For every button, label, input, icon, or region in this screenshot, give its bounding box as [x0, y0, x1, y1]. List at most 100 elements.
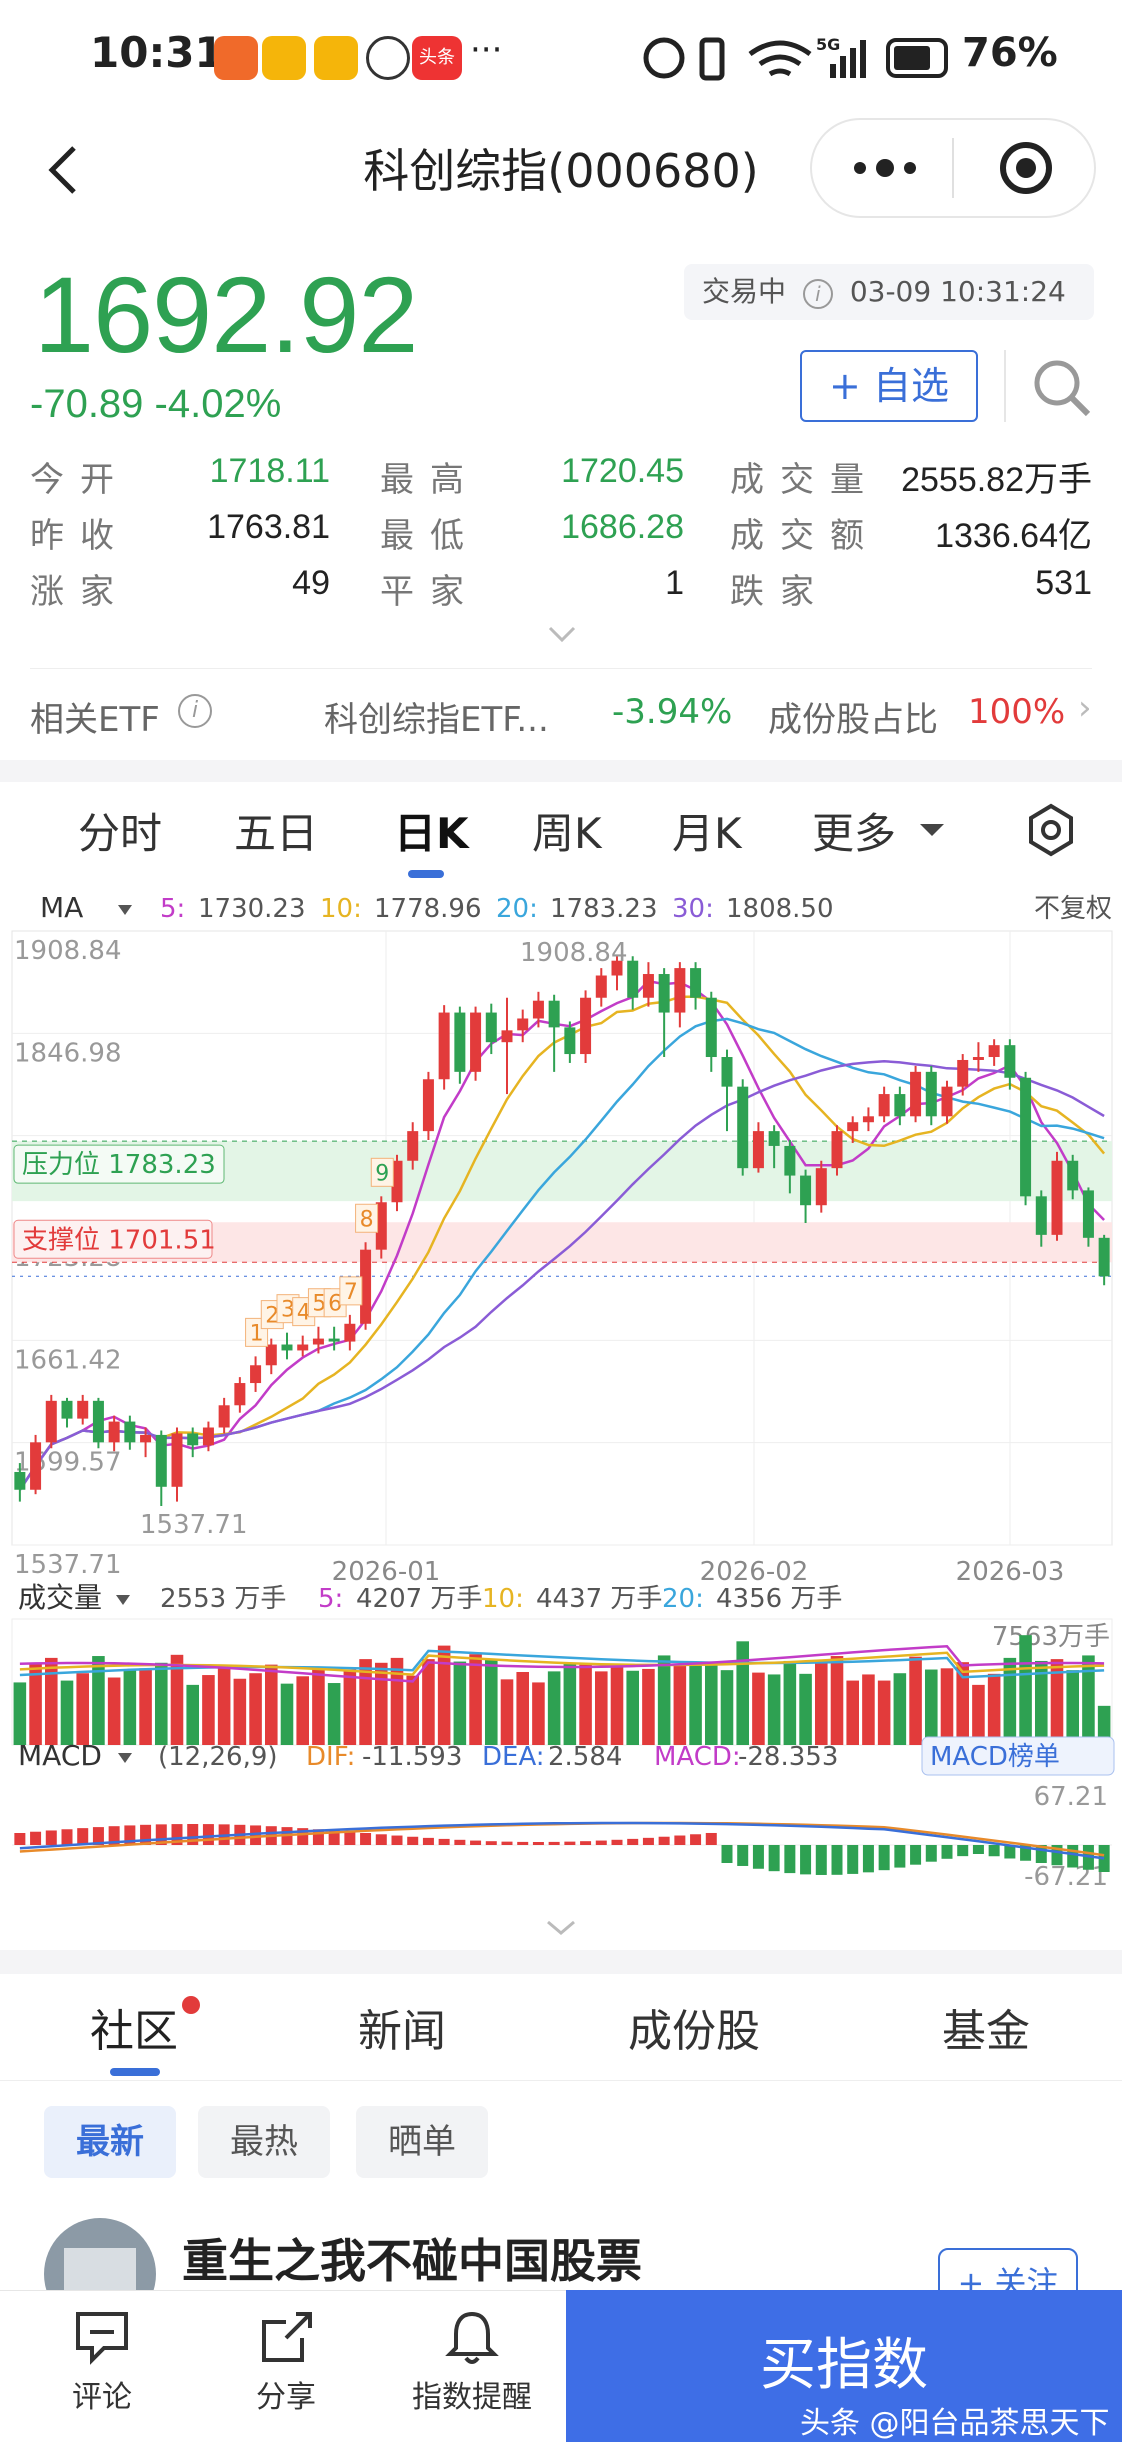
- search-icon[interactable]: [1030, 356, 1094, 420]
- chevron-down-icon[interactable]: [544, 1918, 578, 1938]
- candle: [454, 1007, 465, 1084]
- tab-0[interactable]: 分时: [78, 800, 162, 861]
- chip-1[interactable]: 最热: [198, 2106, 330, 2178]
- macd-bar: [737, 1845, 748, 1866]
- comment-label: 评论: [72, 2380, 132, 2415]
- macd-bar: [486, 1841, 497, 1845]
- macd-macd-label: MACD:: [654, 1742, 741, 1772]
- info-icon[interactable]: i: [178, 694, 212, 728]
- volume-bar: [736, 1641, 749, 1745]
- macd-bar: [392, 1836, 403, 1845]
- tab-5[interactable]: 更多: [812, 800, 896, 861]
- macd-bar: [203, 1824, 214, 1845]
- volume-bar: [61, 1681, 74, 1745]
- high-marker: 1908.84: [520, 938, 628, 968]
- svg-text:7: 7: [344, 1280, 358, 1305]
- volume-bar: [155, 1663, 168, 1745]
- macd-bar: [62, 1829, 73, 1845]
- active-tab-indicator: [408, 870, 444, 878]
- tab-2[interactable]: 日K: [394, 800, 469, 861]
- share-button[interactable]: 分享: [206, 2300, 366, 2416]
- stat-value: 49: [160, 564, 330, 603]
- macd-bar: [423, 1838, 434, 1845]
- volume-bar: [721, 1670, 734, 1745]
- tab-3[interactable]: 周K: [532, 800, 602, 861]
- tab-4[interactable]: 月K: [672, 800, 742, 861]
- volume-bar: [1004, 1658, 1017, 1745]
- macd-bar: [863, 1845, 874, 1872]
- tab-1[interactable]: 五日: [234, 800, 318, 861]
- x-tick-0: 2026-01: [332, 1557, 441, 1587]
- candle: [470, 1007, 481, 1081]
- candle: [344, 1315, 355, 1351]
- status-time: 10:31: [90, 28, 224, 77]
- post-author[interactable]: 重生之我不碰中国股票: [182, 2225, 642, 2291]
- volume-bar: [548, 1671, 561, 1745]
- y-tick-0: 1908.84: [14, 936, 122, 966]
- close-target-icon[interactable]: [998, 140, 1054, 196]
- candle: [674, 962, 685, 1027]
- stat-value: 1718.11: [160, 452, 330, 491]
- battery-percent: 76%: [962, 30, 1058, 76]
- kline-chart[interactable]: MA 5: 1730.23 10: 1778.96 20: 1783.23 30: 1808.5…: [0, 885, 1122, 1885]
- resistance-label: 压力位 1783.23: [14, 1145, 224, 1183]
- chip-2[interactable]: 晒单: [356, 2106, 488, 2178]
- volume-bar: [108, 1678, 121, 1745]
- volume-bar: [674, 1666, 687, 1745]
- low-marker: 1537.71: [140, 1510, 248, 1540]
- weibo-icon: [262, 36, 306, 80]
- candle: [942, 1081, 953, 1124]
- alert-button[interactable]: 指数提醒: [392, 2300, 552, 2416]
- candle: [62, 1398, 73, 1428]
- volume-bar: [564, 1664, 577, 1745]
- volume-label: 成交量: [18, 1581, 102, 1614]
- ma-name-2: 20:: [496, 894, 538, 924]
- chip-0[interactable]: 最新: [44, 2106, 176, 2178]
- macd-bar: [659, 1837, 670, 1845]
- watermark: 头条 @阳台品茶思天下: [800, 2398, 1110, 2442]
- community-tab-2[interactable]: 成份股: [628, 1995, 760, 2059]
- candle: [77, 1395, 88, 1425]
- related-etf-row[interactable]: 相关ETF i 科创综指ETF... -3.94% 成份股占比 100% ›: [30, 684, 1100, 740]
- volume-bar: [784, 1661, 797, 1745]
- volume-bar: [862, 1674, 875, 1745]
- candle: [313, 1327, 324, 1354]
- chevron-right-icon: ›: [1078, 688, 1092, 728]
- candle: [989, 1039, 1000, 1066]
- community-tab-1[interactable]: 新闻: [358, 1995, 446, 2059]
- info-icon[interactable]: i: [803, 279, 833, 309]
- candle: [753, 1122, 764, 1172]
- candle: [46, 1395, 57, 1448]
- macd-bar: [989, 1845, 1000, 1856]
- caret-down-icon: [118, 905, 132, 915]
- hand-icon: [366, 36, 410, 80]
- add-watchlist-button[interactable]: + 自选: [800, 350, 978, 422]
- ma-name-0: 5:: [160, 894, 185, 924]
- caret-down-icon: [118, 1753, 132, 1763]
- more-notifications-icon: ···: [470, 30, 502, 70]
- volume-bar: [469, 1654, 482, 1745]
- volume-bar: [1019, 1635, 1032, 1745]
- volume-bar: [249, 1673, 262, 1745]
- community-tab-3[interactable]: 基金: [942, 1995, 1030, 2059]
- section-separator: [0, 1950, 1122, 1974]
- macd-bar: [580, 1841, 591, 1845]
- svg-text:8: 8: [360, 1207, 374, 1232]
- vol-ma-name-2: 20:: [662, 1584, 704, 1614]
- volume-max: 7563万手: [992, 1622, 1110, 1652]
- chevron-down-icon[interactable]: [546, 624, 578, 646]
- share-label: 成份股占比: [768, 692, 938, 741]
- settings-icon[interactable]: [1026, 802, 1076, 858]
- volume-bar: [375, 1663, 388, 1745]
- volume-bar: [752, 1673, 765, 1745]
- comment-button[interactable]: 评论: [22, 2300, 182, 2416]
- macd-bar: [344, 1832, 355, 1845]
- candle: [973, 1042, 984, 1072]
- more-icon[interactable]: [850, 150, 920, 186]
- stat-value: 2555.82万手: [870, 452, 1092, 501]
- volume-bar: [626, 1671, 639, 1745]
- macd-rank-button[interactable]: MACD榜单: [922, 1737, 1114, 1775]
- community-tab-0[interactable]: 社区: [90, 1995, 178, 2059]
- volume-bar: [76, 1673, 89, 1745]
- candle: [643, 962, 654, 1006]
